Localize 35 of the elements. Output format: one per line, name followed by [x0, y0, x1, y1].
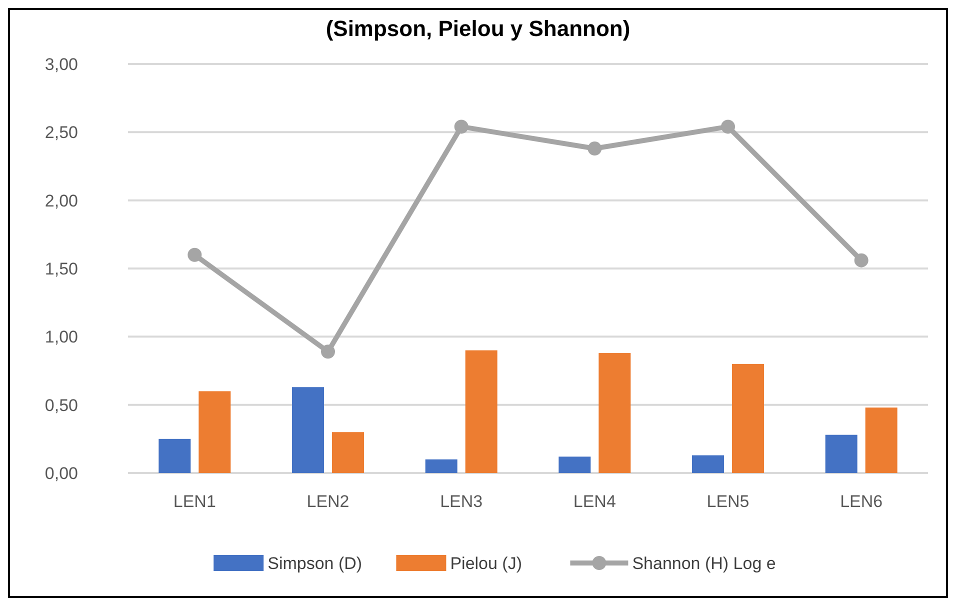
bar [692, 455, 724, 473]
point [321, 344, 335, 359]
bar [865, 408, 898, 473]
x-tick-label: LEN2 [306, 492, 350, 511]
x-tick-label: LEN5 [706, 492, 750, 511]
bar [198, 391, 231, 473]
point [721, 120, 735, 134]
y-tick-label: 0,00 [44, 464, 78, 483]
bar [292, 387, 324, 473]
y-tick-label: 1,50 [44, 259, 78, 278]
bar [732, 364, 764, 473]
bar [825, 434, 858, 473]
y-tick-label: 2,50 [44, 123, 78, 142]
y-tick-label: 2,00 [44, 191, 78, 210]
bar [558, 456, 591, 473]
x-tick-label: LEN4 [573, 492, 616, 511]
x-tick-label: LEN3 [440, 492, 483, 511]
y-tick-label: 3,00 [44, 54, 78, 74]
y-tick-label: 0,50 [44, 396, 78, 415]
x-tick-label: LEN6 [840, 492, 883, 511]
x-tick-label: LEN1 [173, 492, 216, 511]
legend-label: Shannon (H) Log e [632, 554, 776, 573]
bar [158, 438, 191, 473]
bar [598, 353, 631, 473]
point [454, 120, 468, 134]
bar [465, 350, 498, 473]
bar [425, 459, 458, 473]
legend-label: Pielou (J) [450, 554, 522, 573]
legend-label: Simpson (D) [268, 554, 362, 573]
point [188, 248, 202, 262]
point [854, 253, 868, 268]
bar [332, 432, 364, 473]
chart-title: (Simpson, Pielou y Shannon) [326, 16, 630, 41]
y-tick-label: 1,00 [44, 328, 78, 347]
point [588, 142, 602, 156]
